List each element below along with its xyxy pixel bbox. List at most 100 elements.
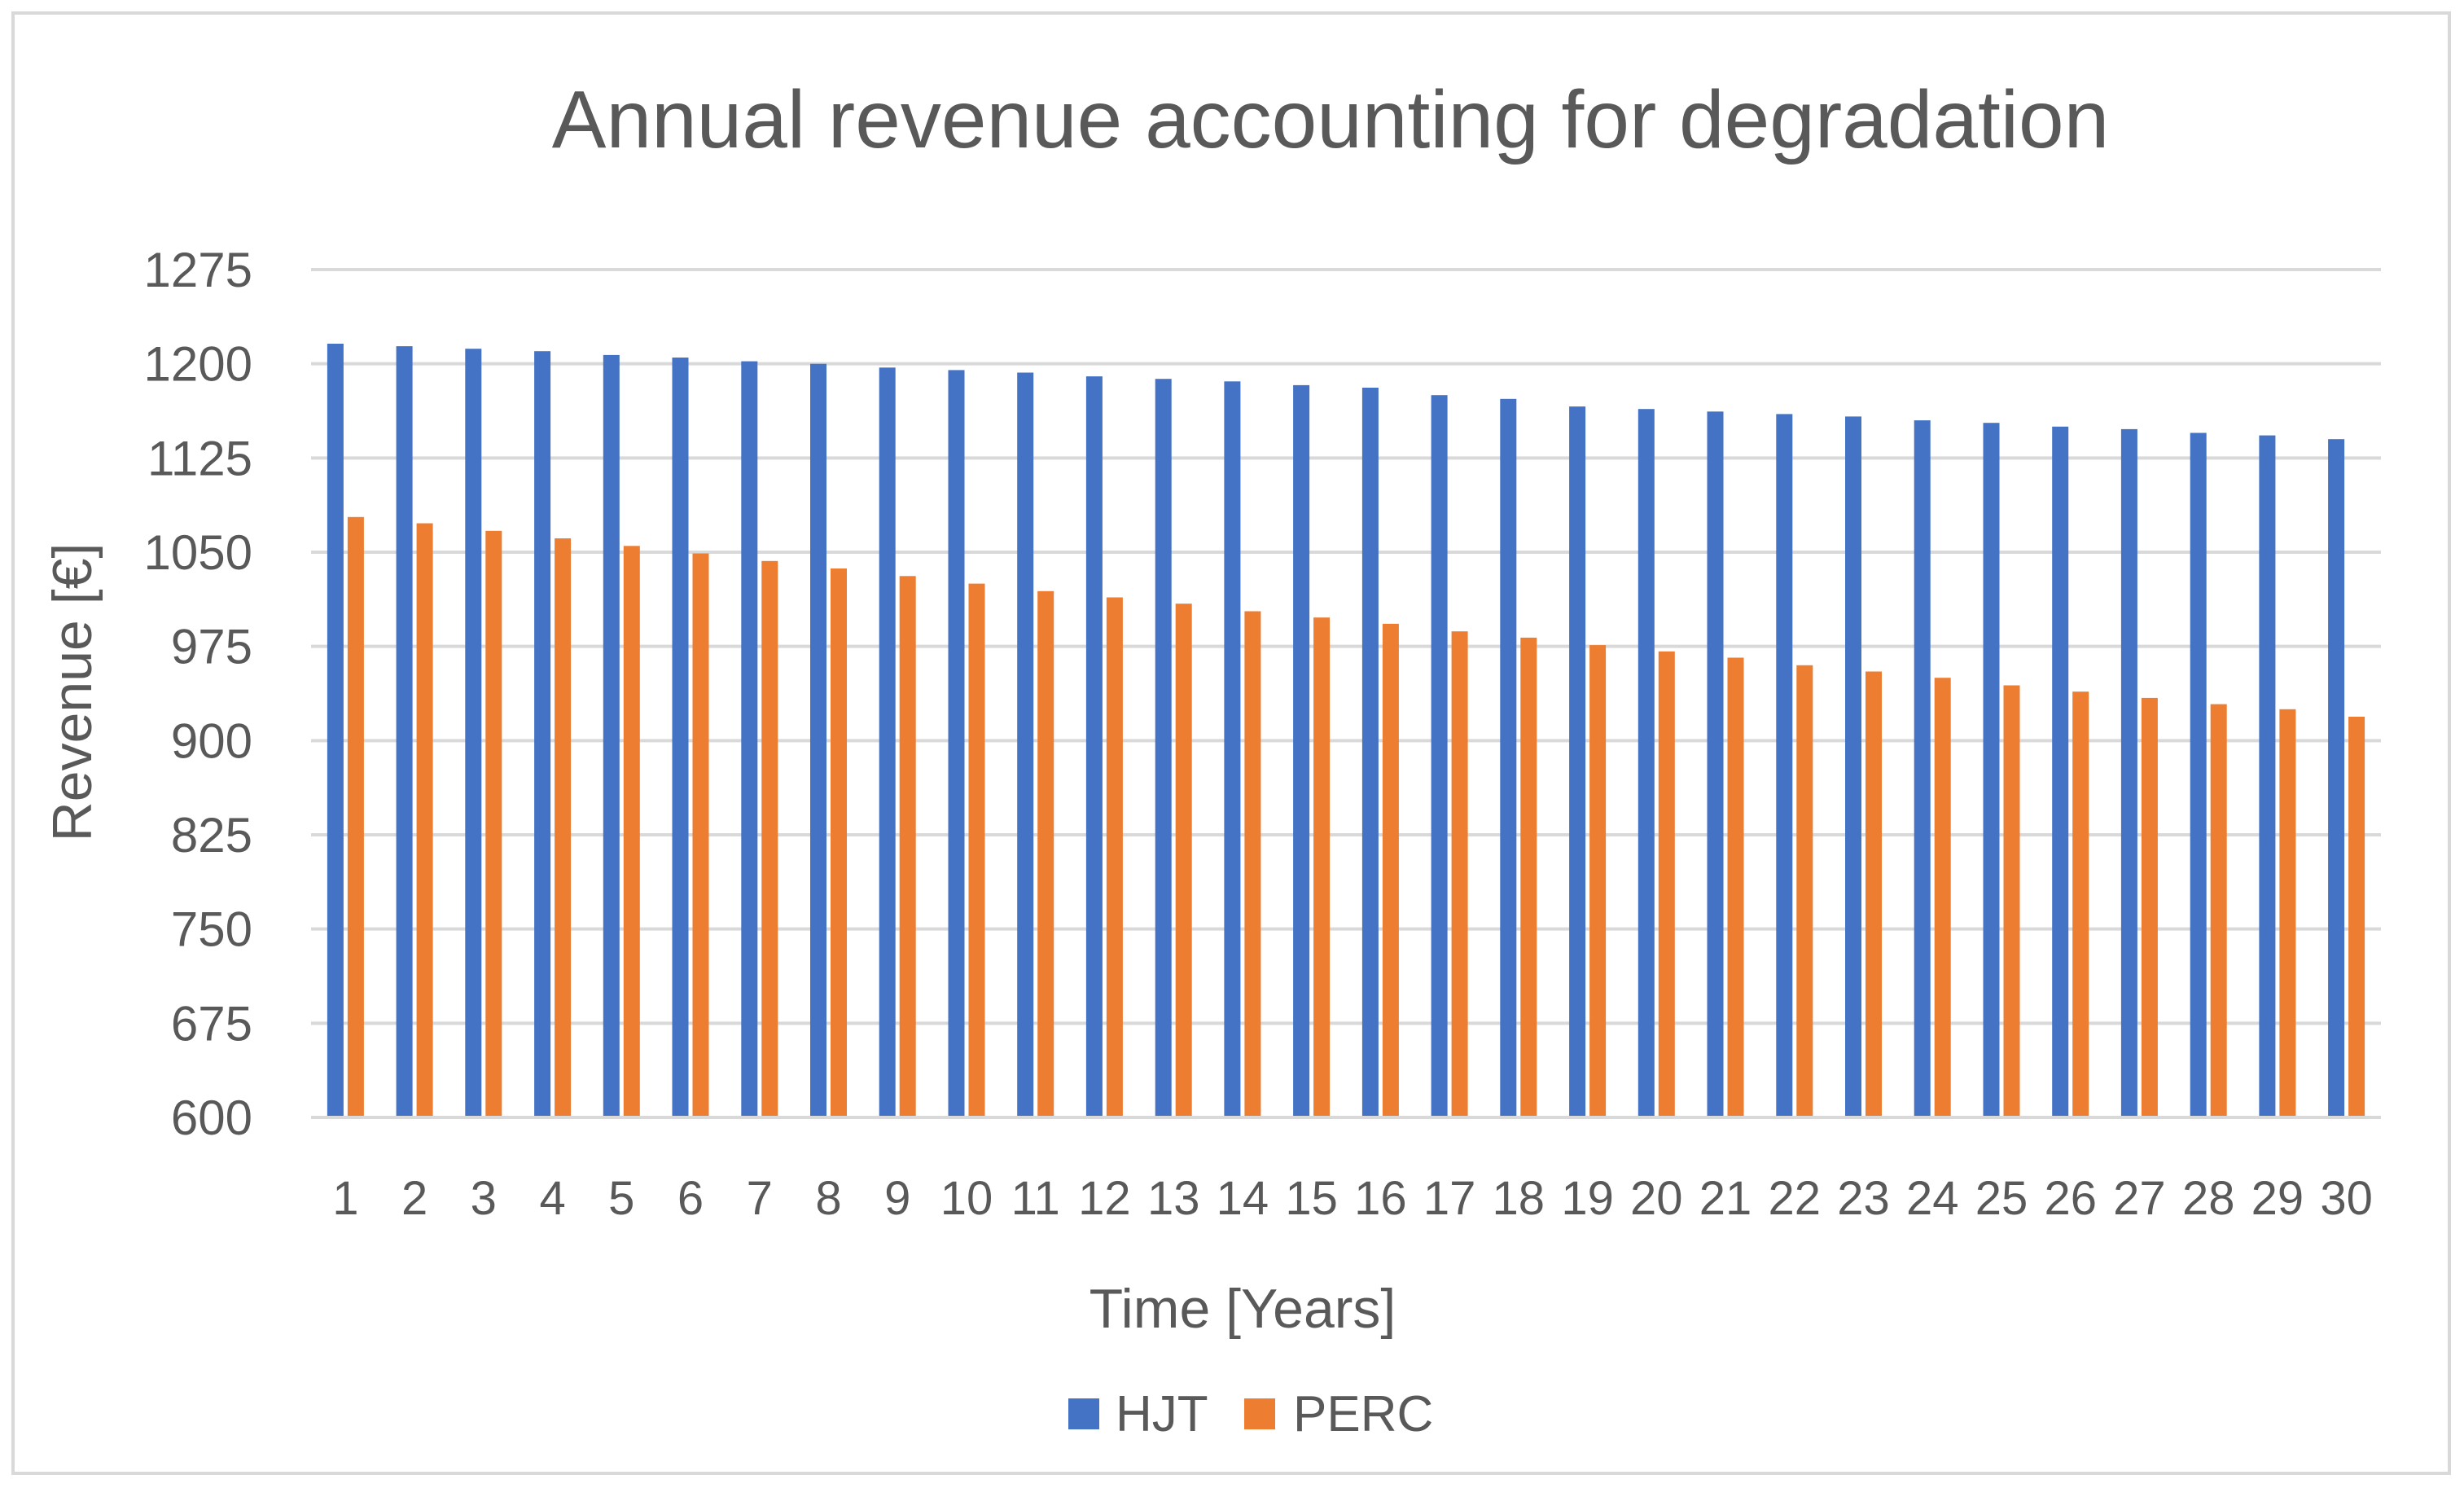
bar-hjt-27	[2120, 428, 2137, 1117]
gridlines	[311, 268, 2381, 1025]
bar-hjt-18	[1500, 398, 1517, 1117]
x-tick-label: 25	[1975, 1172, 2028, 1225]
x-tick-label: 28	[2182, 1172, 2235, 1225]
bar-perc-7	[761, 560, 778, 1117]
legend-swatch-hjt	[1068, 1398, 1099, 1429]
bar-hjt-11	[1017, 372, 1034, 1117]
bar-hjt-19	[1569, 406, 1586, 1118]
bar-perc-6	[692, 553, 709, 1117]
x-tick-label: 8	[815, 1172, 841, 1225]
bar-perc-20	[1658, 651, 1675, 1117]
bar-perc-11	[1037, 590, 1054, 1117]
bar-perc-4	[555, 538, 572, 1117]
bar-hjt-4	[534, 351, 551, 1117]
bar-hjt-20	[1638, 409, 1655, 1117]
bar-perc-22	[1796, 665, 1813, 1117]
bar-hjt-24	[1914, 420, 1931, 1117]
bar-perc-14	[1244, 611, 1261, 1117]
x-tick-label: 22	[1769, 1172, 1822, 1225]
bar-perc-28	[2210, 704, 2227, 1117]
bar-perc-29	[2279, 709, 2296, 1117]
bar-hjt-22	[1776, 414, 1793, 1117]
bar-perc-13	[1175, 604, 1192, 1117]
bar-hjt-13	[1155, 379, 1172, 1117]
bar-hjt-12	[1085, 376, 1103, 1118]
y-tick-label: 1050	[144, 525, 252, 580]
bar-hjt-10	[948, 370, 965, 1117]
x-tick-label: 30	[2320, 1172, 2373, 1225]
y-tick-label: 975	[171, 620, 252, 674]
x-tick-label: 12	[1078, 1172, 1131, 1225]
x-tick-label: 19	[1561, 1172, 1614, 1225]
bar-perc-25	[2003, 685, 2020, 1117]
y-tick-label: 750	[171, 902, 252, 957]
y-tick-label: 1275	[144, 243, 252, 297]
bar-perc-24	[1934, 678, 1951, 1117]
y-tick-label: 1200	[144, 337, 252, 392]
bar-hjt-23	[1845, 416, 1861, 1117]
x-tick-label: 17	[1423, 1172, 1476, 1225]
x-tick-label: 10	[940, 1172, 993, 1225]
x-tick-label: 5	[608, 1172, 634, 1225]
legend-label-perc: PERC	[1293, 1386, 1433, 1442]
x-tick-label: 23	[1837, 1172, 1890, 1225]
legend-label-hjt: HJT	[1116, 1386, 1208, 1442]
y-tick-label: 675	[171, 996, 252, 1051]
bar-perc-23	[1866, 671, 1882, 1117]
x-tick-label: 24	[1906, 1172, 1959, 1225]
bar-perc-8	[831, 568, 847, 1117]
bar-hjt-3	[465, 349, 482, 1117]
bar-perc-3	[485, 530, 502, 1117]
bar-hjt-28	[2190, 432, 2207, 1117]
bar-hjt-5	[603, 354, 620, 1117]
bar-hjt-7	[741, 361, 758, 1118]
bar-hjt-17	[1431, 395, 1448, 1117]
bar-perc-2	[416, 523, 433, 1117]
bar-hjt-16	[1361, 388, 1379, 1117]
y-tick-label: 600	[171, 1091, 252, 1145]
bar-perc-18	[1520, 637, 1537, 1117]
x-tick-label: 9	[884, 1172, 910, 1225]
bar-hjt-21	[1707, 411, 1724, 1117]
bar-perc-15	[1313, 617, 1331, 1117]
bar-perc-19	[1589, 645, 1607, 1117]
bar-hjt-6	[672, 358, 689, 1117]
x-tick-label: 3	[471, 1172, 497, 1225]
legend: HJT PERC	[1068, 1386, 1433, 1442]
x-axis-label: Time [Years]	[1090, 1278, 1396, 1340]
bar-perc-26	[2072, 691, 2089, 1117]
x-tick-label: 7	[747, 1172, 773, 1225]
x-tick-label: 26	[2044, 1172, 2097, 1225]
x-tick-label: 21	[1699, 1172, 1752, 1225]
x-tick-label: 15	[1285, 1172, 1338, 1225]
bar-hjt-2	[396, 346, 413, 1118]
x-tick-label: 1	[332, 1172, 358, 1225]
bar-hjt-15	[1293, 384, 1310, 1117]
bar-perc-5	[623, 546, 640, 1117]
chart-title: Annual revenue accounting for degradatio…	[552, 74, 2110, 165]
bar-hjt-9	[879, 367, 896, 1117]
bar-hjt-14	[1224, 381, 1241, 1117]
bar-perc-16	[1382, 623, 1399, 1117]
x-tick-label: 18	[1493, 1172, 1545, 1225]
bar-perc-17	[1451, 631, 1468, 1117]
bars	[327, 344, 2365, 1118]
bar-perc-9	[899, 576, 916, 1117]
x-tick-label: 27	[2113, 1172, 2166, 1225]
x-axis-ticks: 1 2 3 4 5 6 7 8 9 10 11 12 13 14 15 16 17 18 19 20 21 22 23 24 2…	[332, 1172, 2373, 1225]
x-tick-label: 11	[1011, 1172, 1060, 1225]
y-axis-label: Revenue [€]	[42, 543, 103, 842]
x-tick-label: 16	[1354, 1172, 1407, 1225]
x-tick-label: 13	[1147, 1172, 1200, 1225]
x-tick-label: 14	[1217, 1172, 1269, 1225]
bar-perc-10	[968, 583, 985, 1117]
legend-swatch-perc	[1244, 1398, 1275, 1429]
x-tick-label: 29	[2251, 1172, 2304, 1225]
y-axis-ticks: 600 675 750 825 900 975 1050 1125 1200 1275	[144, 243, 252, 1145]
bar-hjt-29	[2259, 435, 2276, 1117]
x-tick-label: 6	[677, 1172, 704, 1225]
bar-perc-1	[347, 516, 364, 1117]
x-tick-label: 20	[1630, 1172, 1683, 1225]
bar-hjt-30	[2328, 439, 2345, 1117]
